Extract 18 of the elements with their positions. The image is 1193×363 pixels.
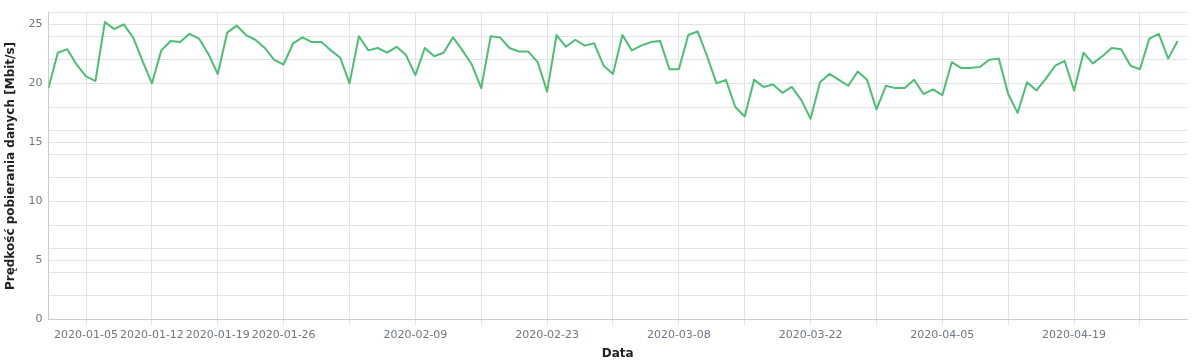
- x-tick-label: 2020-03-22: [778, 327, 843, 341]
- y-tick-label: 15: [28, 135, 43, 149]
- y-axis-title: Prędkość pobierania danych [Mbit/s]: [3, 41, 18, 291]
- x-tick-label: 2020-04-19: [1042, 327, 1107, 341]
- y-tick-label: 25: [28, 17, 43, 31]
- x-tick-label: 2020-01-05: [54, 327, 119, 341]
- y-tick-label: 5: [35, 253, 43, 267]
- x-tick-label: 2020-04-05: [910, 327, 975, 341]
- y-tick-label: 10: [28, 194, 43, 208]
- x-tick-label: 2020-01-12: [119, 327, 184, 341]
- x-tick-label: 2020-01-19: [185, 327, 250, 341]
- x-tick-label: 2020-02-09: [383, 327, 448, 341]
- x-axis-title: Data: [601, 345, 634, 360]
- y-tick-label: 20: [28, 76, 43, 90]
- x-tick-label: 2020-03-08: [646, 327, 711, 341]
- x-tick-label: 2020-02-23: [515, 327, 580, 341]
- x-tick-label: 2020-01-26: [251, 327, 316, 341]
- y-tick-label: 0: [35, 312, 43, 326]
